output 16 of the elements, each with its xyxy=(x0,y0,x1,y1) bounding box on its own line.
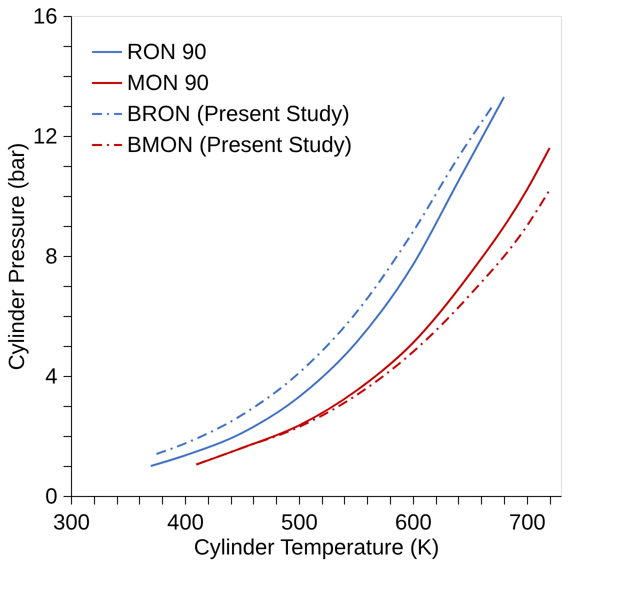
x-axis-title: Cylinder Temperature (K) xyxy=(194,534,440,560)
x-tick-label: 400 xyxy=(167,510,204,534)
x-tick-label: 300 xyxy=(53,510,90,534)
y-axis-title: Cylinder Pressure (bar) xyxy=(4,142,30,370)
y-tick-label: 16 xyxy=(33,4,58,28)
y-tick-label: 4 xyxy=(45,364,58,388)
legend-label: BMON (Present Study) xyxy=(127,132,352,157)
y-tick-label: 12 xyxy=(33,124,58,148)
legend-label: RON 90 xyxy=(127,39,206,64)
x-tick-label: 600 xyxy=(395,510,432,534)
legend-label: MON 90 xyxy=(127,70,209,95)
y-tick-label: 8 xyxy=(45,244,58,268)
x-tick-label: 500 xyxy=(281,510,318,534)
legend-label: BRON (Present Study) xyxy=(127,101,350,126)
x-tick-label: 700 xyxy=(508,510,546,534)
y-tick-label: 0 xyxy=(45,484,58,508)
